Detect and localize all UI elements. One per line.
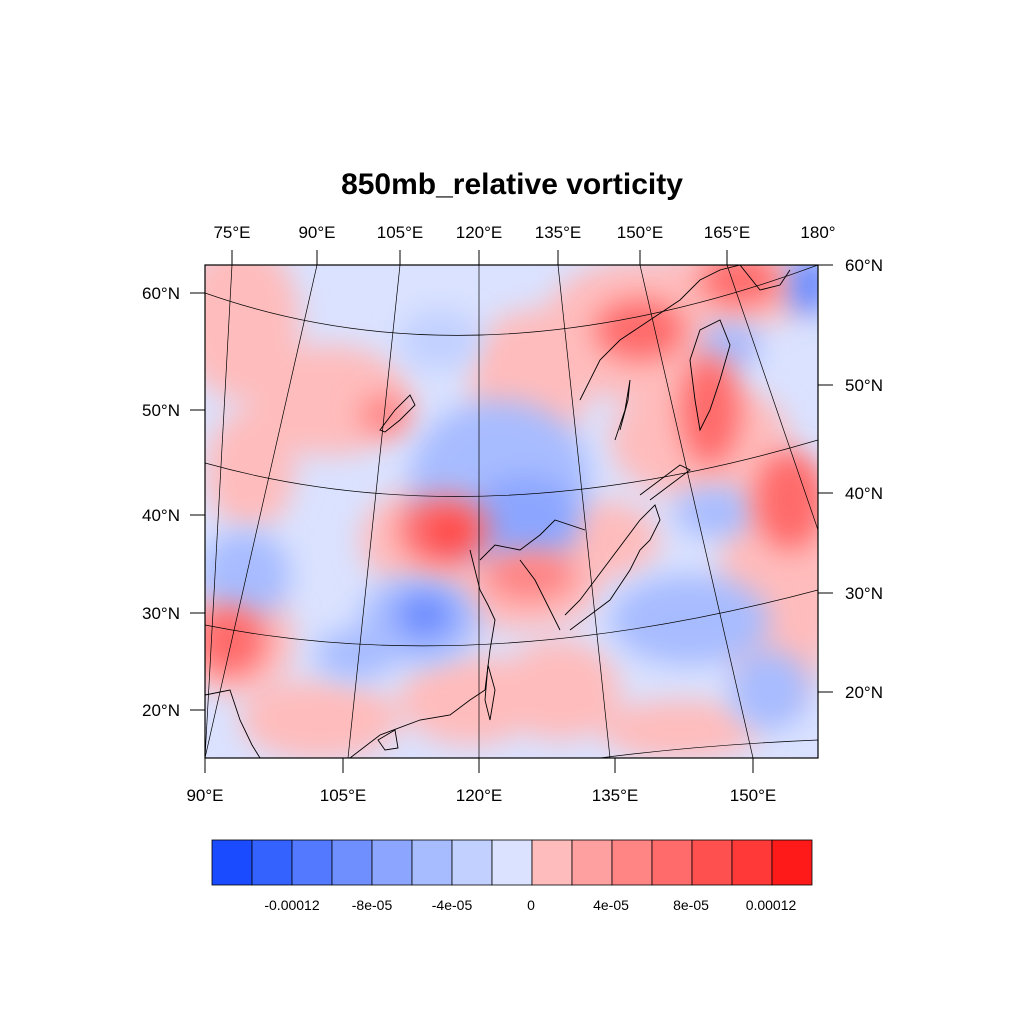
top-lon-label: 165°E [704,223,751,242]
colorbar-swatch [611,839,653,886]
left-lat-label: 60°N [142,284,180,303]
top-lon-label: 120°E [456,223,503,242]
tick-marks [190,250,833,773]
colorbar-swatch [331,839,373,886]
coastlines [205,265,791,758]
left-latitude-labels: 60°N 50°N 40°N 30°N 20°N [142,284,180,720]
map-frame [204,264,819,759]
colorbar [211,839,813,886]
top-lon-label: 75°E [213,223,250,242]
colorbar-swatch [451,839,493,886]
left-lat-label: 50°N [142,401,180,420]
bottom-lon-label: 105°E [320,786,367,805]
colorbar-swatch [651,839,693,886]
colorbar-swatch [771,839,813,886]
colorbar-label: 0.00012 [746,897,797,913]
top-lon-label: 105°E [377,223,424,242]
colorbar-swatch [291,839,333,886]
right-lat-label: 60°N [845,256,883,275]
map-title: 850mb_relative vorticity [341,168,683,201]
right-lat-label: 30°N [845,584,883,603]
colorbar-swatch [371,839,413,886]
bottom-lon-label: 135°E [592,786,639,805]
right-lat-label: 20°N [845,683,883,702]
colorbar-swatch [691,839,733,886]
colorbar-swatch [531,839,573,886]
bottom-lon-label: 90°E [186,786,223,805]
colorbar-label: 8e-05 [673,897,709,913]
colorbar-label: -0.00012 [264,897,319,913]
colorbar-swatch [211,839,253,886]
bottom-lon-label: 150°E [730,786,777,805]
bottom-longitude-labels: 90°E 105°E 120°E 135°E 150°E [186,786,776,805]
top-lon-label: 180° [800,223,835,242]
colorbar-swatch [251,839,293,886]
graticule [205,265,818,758]
top-lon-label: 90°E [298,223,335,242]
colorbar-label: -8e-05 [352,897,393,913]
vorticity-field [205,265,818,758]
right-lat-label: 50°N [845,376,883,395]
left-lat-label: 20°N [142,701,180,720]
right-latitude-labels: 60°N 50°N 40°N 30°N 20°N [845,256,883,702]
colorbar-swatch [411,839,453,886]
colorbar-label: -4e-05 [432,897,473,913]
top-longitude-labels: 75°E 90°E 105°E 120°E 135°E 150°E 165°E … [213,223,835,242]
colorbar-labels: -0.00012 -8e-05 -4e-05 0 4e-05 8e-05 0.0… [264,897,796,913]
top-lon-label: 150°E [617,223,664,242]
colorbar-swatch [571,839,613,886]
bottom-lon-label: 120°E [456,786,503,805]
colorbar-swatch [731,839,773,886]
colorbar-label: 0 [527,897,535,913]
colorbar-label: 4e-05 [593,897,629,913]
left-lat-label: 30°N [142,604,180,623]
left-lat-label: 40°N [142,506,180,525]
colorbar-swatch [491,839,533,886]
right-lat-label: 40°N [845,484,883,503]
top-lon-label: 135°E [535,223,582,242]
